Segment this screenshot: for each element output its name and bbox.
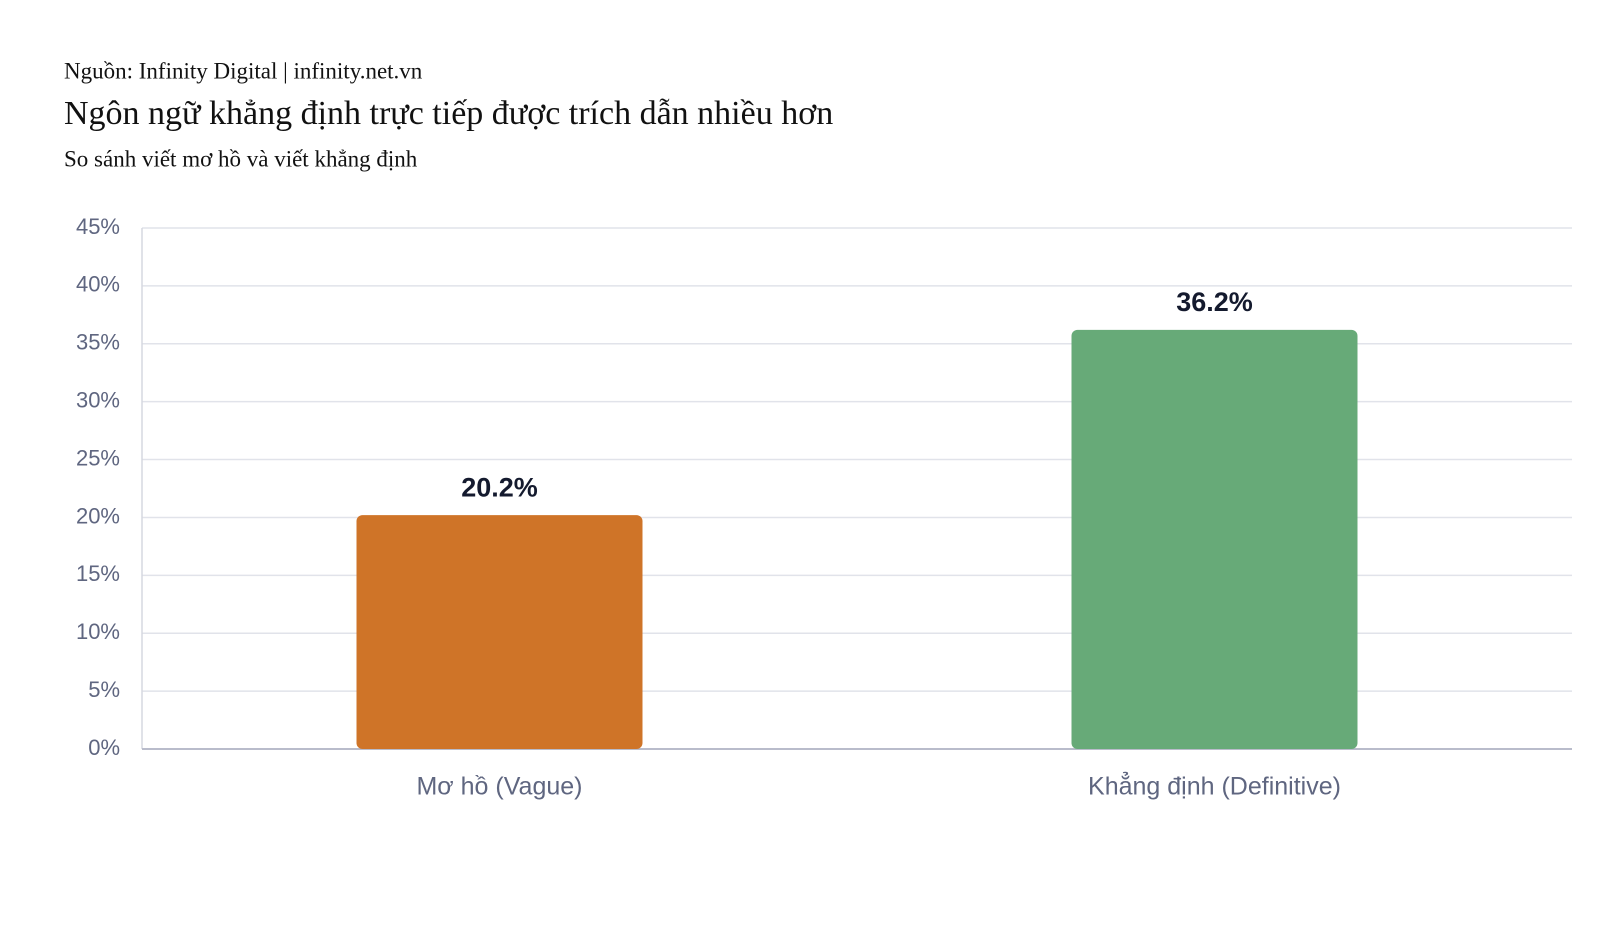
y-tick-label: 20% (76, 503, 120, 528)
source: Nguồn: Infinity Digital | infinity.net.v… (64, 58, 423, 83)
bar (356, 515, 643, 749)
chart-title: Ngôn ngữ khẳng định trực tiếp được trích… (64, 95, 833, 132)
y-tick-label: 40% (76, 272, 120, 297)
y-tick-label: 0% (88, 735, 120, 760)
chart-subtitle: So sánh viết mơ hồ và viết khẳng định (64, 146, 418, 171)
value-label: 20.2% (461, 472, 538, 502)
y-tick-label: 30% (76, 387, 120, 412)
y-tick-label: 5% (88, 677, 120, 702)
x-tick-label: Mơ hồ (Vague) (416, 773, 582, 801)
y-tick-label: 35% (76, 330, 120, 355)
bar (1071, 329, 1358, 749)
x-tick-label: Khẳng định (Definitive) (1088, 771, 1341, 801)
y-tick-label: 45% (76, 214, 120, 239)
y-tick-label: 15% (76, 561, 120, 586)
y-tick-label: 10% (76, 619, 120, 644)
y-tick-label: 25% (76, 445, 120, 470)
value-label: 36.2% (1176, 287, 1253, 317)
